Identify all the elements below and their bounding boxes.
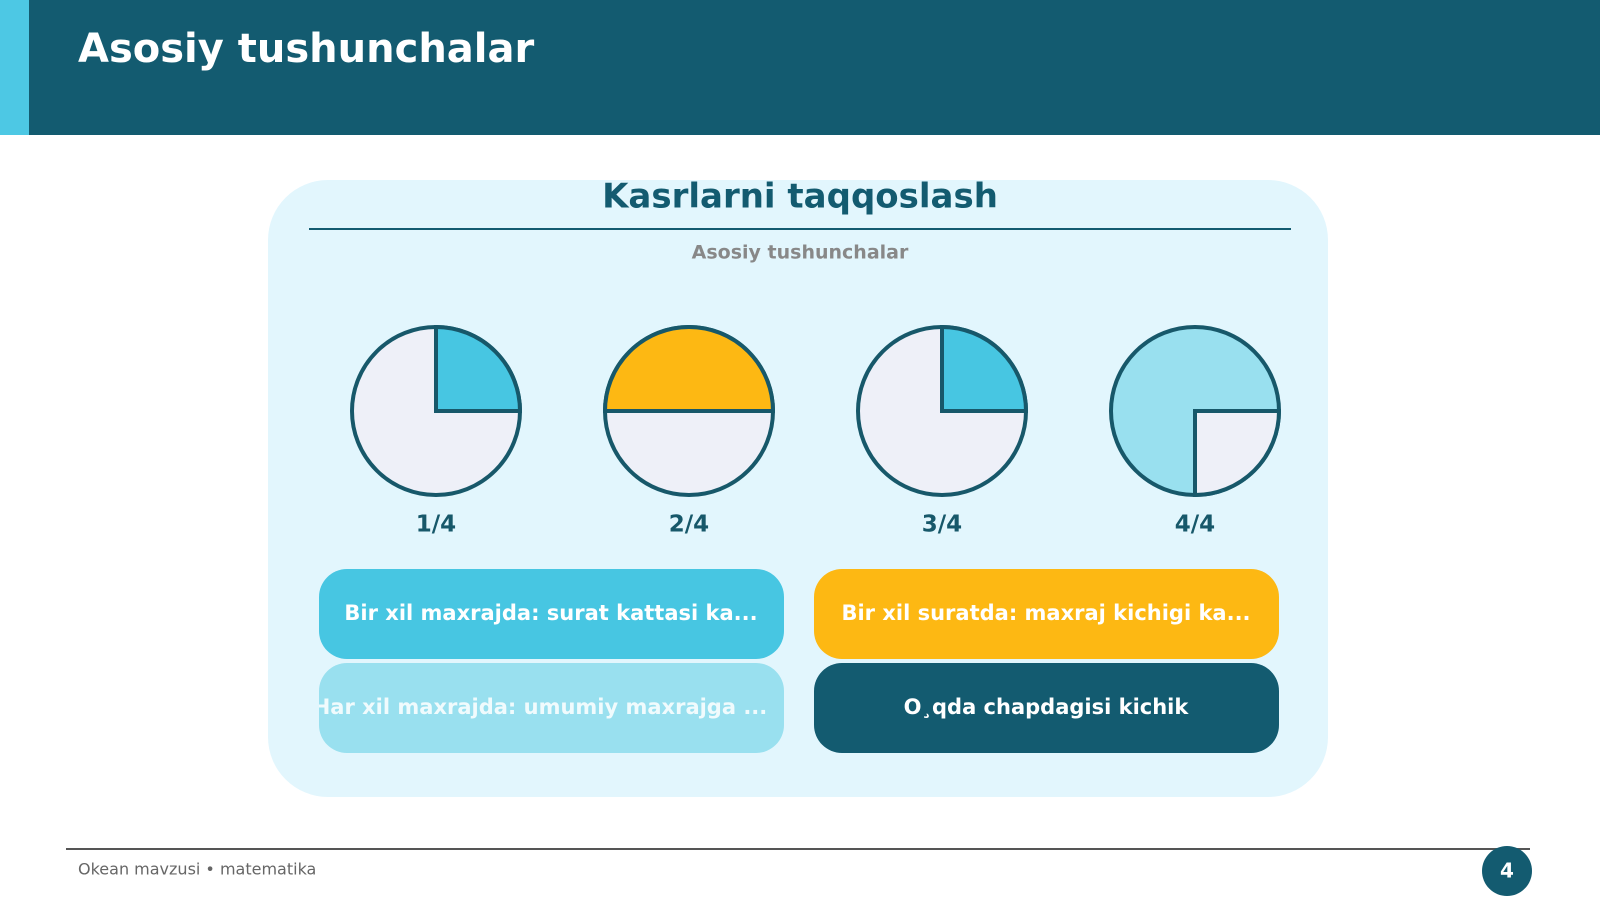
rule-text: Har xil maxrajda: umumiy maxrajga ... [313,695,768,719]
page-number: 4 [1500,859,1514,883]
rule-box [814,569,1279,659]
rule-text: Bir xil maxrajda: surat kattasi ka... [344,601,757,625]
rule-box [319,569,784,659]
rule-text: O¸qda chapdagisi kichik [904,695,1190,719]
wedge [602,325,776,413]
rule-text: Bir xil suratda: maxraj kichigi ka... [841,601,1250,625]
header-title: Asosiy tushunchalar [78,26,534,72]
card-title: Kasrlarni taqqoslash [602,177,998,217]
page-badge [1482,846,1532,896]
fraction-label: 2/4 [669,512,709,538]
fraction-label: 4/4 [1175,512,1215,538]
wedge [434,324,523,413]
rule-box [814,663,1279,753]
rule-box [319,663,784,753]
wedge [1193,409,1282,498]
card-subtitle: Asosiy tushunchalar [692,242,909,264]
header-accent [0,0,29,135]
fraction-label: 3/4 [922,512,962,538]
wedge [940,324,1029,413]
fraction-label: 1/4 [416,512,456,538]
header-bar [0,0,1600,135]
fraction-circles [350,324,1282,498]
footer-text: Okean mavzusi • matematika [78,860,316,879]
